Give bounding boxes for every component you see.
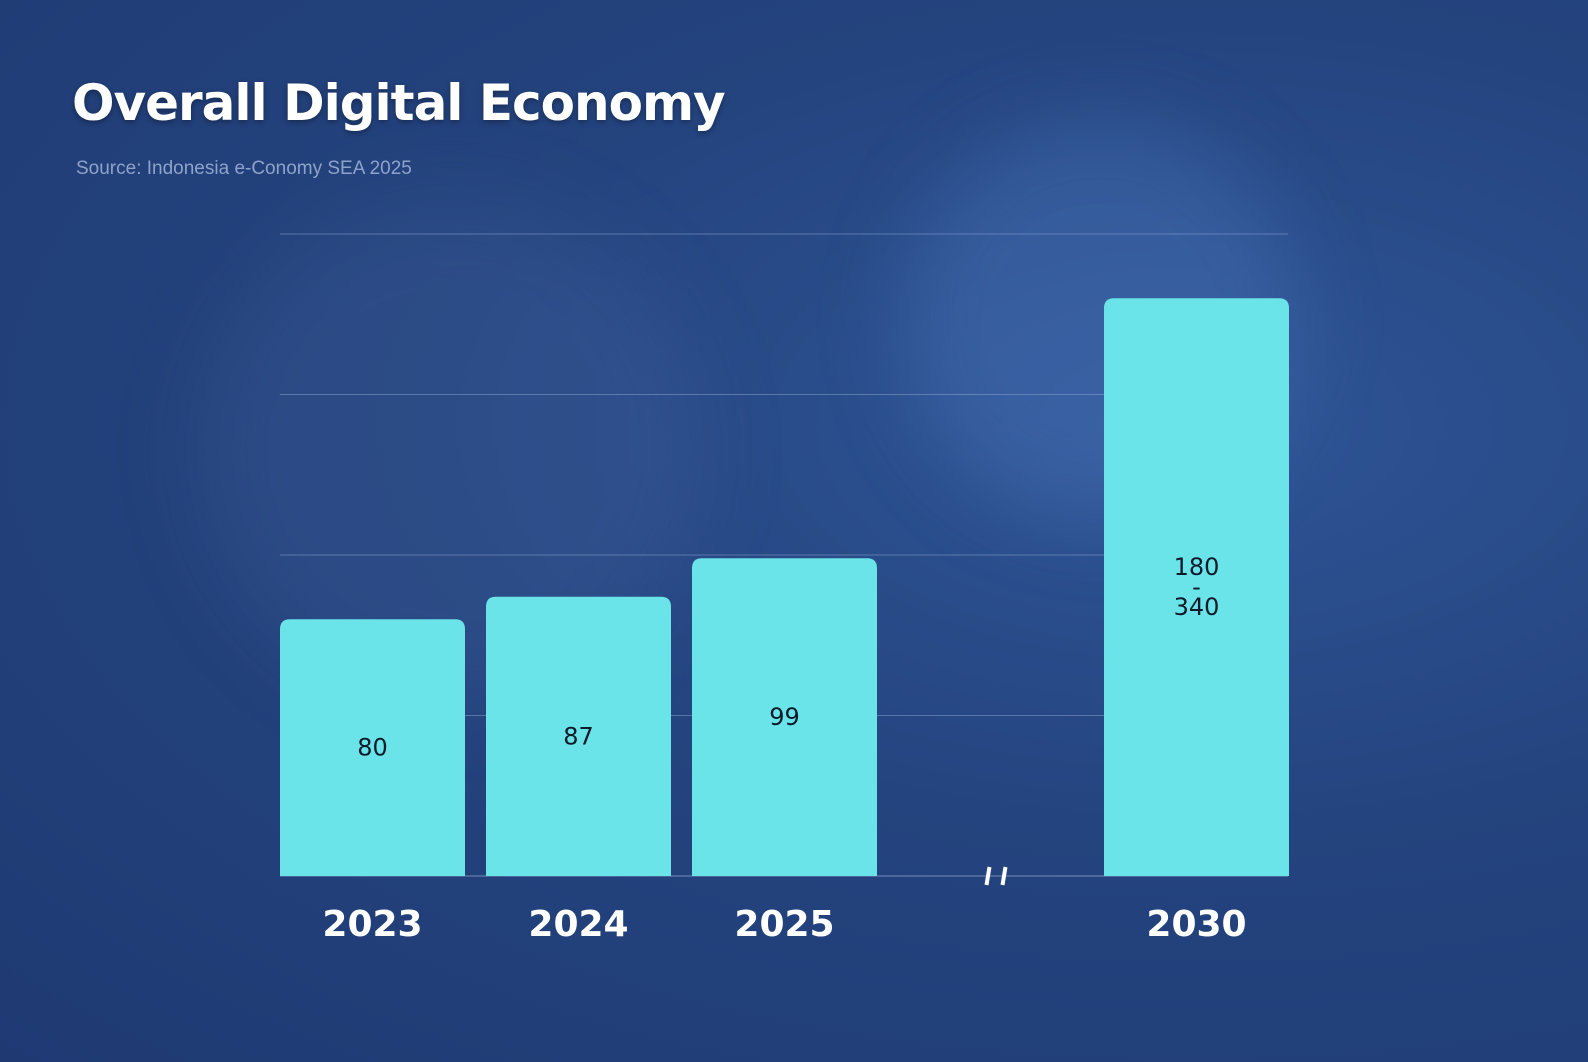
bar-2030 bbox=[1104, 298, 1289, 876]
x-tick-label: 2024 bbox=[528, 904, 628, 945]
bar-2024 bbox=[486, 596, 671, 876]
chart-title: Overall Digital Economy bbox=[72, 74, 726, 132]
chart-source: Source: Indonesia e-Conomy SEA 2025 bbox=[76, 158, 412, 179]
x-tick-label: 2025 bbox=[734, 904, 834, 945]
data-label-2030: 180 bbox=[1174, 553, 1220, 581]
data-label-2030: 340 bbox=[1174, 593, 1220, 621]
data-label-2030: - bbox=[1192, 573, 1201, 601]
x-tick-label: 2023 bbox=[322, 904, 422, 945]
x-tick-label: 2030 bbox=[1146, 904, 1246, 945]
data-label-2024: 87 bbox=[563, 722, 594, 750]
axis-break-mark bbox=[984, 866, 992, 886]
data-label-2025: 99 bbox=[769, 703, 800, 731]
axis-break-mark bbox=[1000, 866, 1008, 886]
bar-2023 bbox=[280, 619, 465, 876]
bar-2025 bbox=[692, 558, 877, 876]
data-label-2023: 80 bbox=[357, 734, 388, 762]
